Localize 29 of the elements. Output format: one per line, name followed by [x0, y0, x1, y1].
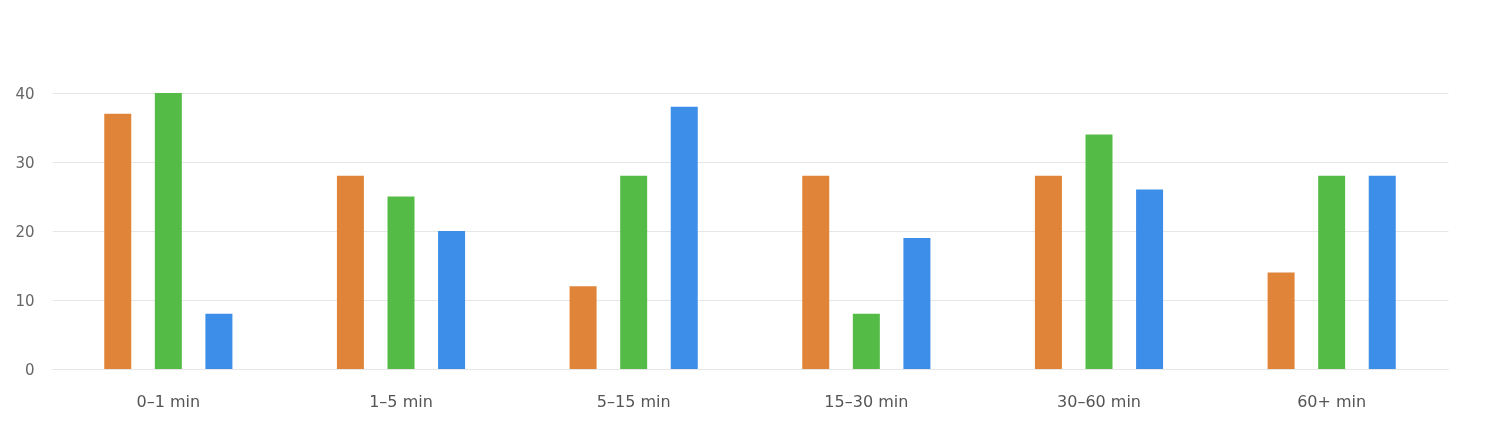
bar: [205, 313, 233, 369]
y-tick-label: 20: [15, 222, 35, 241]
bar: [387, 196, 415, 369]
x-tick-label: 60+ min: [1297, 391, 1367, 411]
bar: [104, 113, 132, 369]
bar: [1267, 272, 1295, 369]
bar: [1318, 175, 1346, 369]
x-tick-label: 0–1 min: [136, 391, 201, 411]
bar: [1034, 175, 1062, 369]
bar: [336, 175, 364, 369]
bar: [154, 93, 182, 369]
bar: [802, 175, 830, 369]
x-tick-label: 1–5 min: [369, 391, 433, 411]
y-tick-label: 40: [15, 84, 35, 103]
bar: [438, 231, 466, 369]
y-tick-label: 10: [15, 291, 35, 310]
y-tick-label: 0: [24, 360, 35, 379]
bar: [852, 313, 880, 369]
x-tick-label: 15–30 min: [824, 391, 909, 411]
y-tick-label: 30: [15, 153, 35, 172]
x-tick-label: 30–60 min: [1057, 391, 1141, 411]
bar: [903, 237, 931, 369]
bar: [569, 286, 597, 369]
bar: [620, 175, 648, 369]
bar: [1136, 189, 1164, 369]
bar: [1368, 175, 1396, 369]
x-tick-label: 5–15 min: [596, 391, 671, 411]
bar: [670, 106, 698, 369]
bar: [1085, 134, 1113, 369]
